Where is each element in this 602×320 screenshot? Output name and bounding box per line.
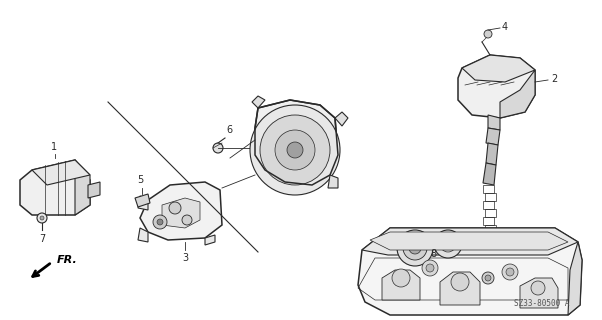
Polygon shape xyxy=(140,182,222,240)
Circle shape xyxy=(157,219,163,225)
Polygon shape xyxy=(32,160,90,185)
Circle shape xyxy=(169,202,181,214)
Text: 7: 7 xyxy=(39,234,45,244)
Text: 6: 6 xyxy=(226,125,232,135)
Circle shape xyxy=(426,264,434,272)
Circle shape xyxy=(506,268,514,276)
Circle shape xyxy=(531,281,545,295)
Polygon shape xyxy=(328,175,338,188)
Polygon shape xyxy=(520,278,558,308)
Circle shape xyxy=(409,242,421,254)
Circle shape xyxy=(182,215,192,225)
Circle shape xyxy=(403,236,427,260)
Circle shape xyxy=(37,213,47,223)
Text: 4: 4 xyxy=(502,22,508,32)
Circle shape xyxy=(434,230,462,258)
Polygon shape xyxy=(358,228,582,315)
Circle shape xyxy=(397,230,433,266)
Circle shape xyxy=(275,130,315,170)
Circle shape xyxy=(502,264,518,280)
Circle shape xyxy=(153,215,167,229)
Polygon shape xyxy=(440,272,480,305)
Polygon shape xyxy=(370,232,568,250)
Polygon shape xyxy=(462,55,535,82)
Polygon shape xyxy=(362,228,578,255)
Circle shape xyxy=(484,30,492,38)
Circle shape xyxy=(260,115,330,185)
Circle shape xyxy=(482,272,494,284)
Polygon shape xyxy=(486,128,500,145)
Circle shape xyxy=(451,273,469,291)
Polygon shape xyxy=(500,70,535,118)
Polygon shape xyxy=(205,235,215,245)
Polygon shape xyxy=(488,115,500,130)
Text: 5: 5 xyxy=(137,175,143,185)
Circle shape xyxy=(422,260,438,276)
Polygon shape xyxy=(138,196,148,210)
Polygon shape xyxy=(382,270,420,300)
Polygon shape xyxy=(486,143,498,165)
Polygon shape xyxy=(483,163,496,185)
Polygon shape xyxy=(162,198,200,228)
Polygon shape xyxy=(335,112,348,126)
Circle shape xyxy=(213,143,223,153)
Polygon shape xyxy=(88,182,100,198)
Text: SZ33-80500 A: SZ33-80500 A xyxy=(515,299,570,308)
Text: FR.: FR. xyxy=(57,255,78,265)
Polygon shape xyxy=(138,228,148,242)
Circle shape xyxy=(250,105,340,195)
Text: 8: 8 xyxy=(431,249,437,259)
Circle shape xyxy=(40,216,44,220)
Polygon shape xyxy=(252,96,265,108)
Circle shape xyxy=(440,236,456,252)
Polygon shape xyxy=(458,55,535,118)
Text: 1: 1 xyxy=(51,142,57,152)
Circle shape xyxy=(287,142,303,158)
Circle shape xyxy=(392,269,410,287)
Text: 2: 2 xyxy=(551,74,557,84)
Polygon shape xyxy=(135,194,150,207)
Polygon shape xyxy=(255,100,338,185)
Polygon shape xyxy=(568,242,582,315)
Polygon shape xyxy=(20,160,90,215)
Polygon shape xyxy=(75,160,90,215)
Circle shape xyxy=(485,275,491,281)
Text: 3: 3 xyxy=(182,253,188,263)
